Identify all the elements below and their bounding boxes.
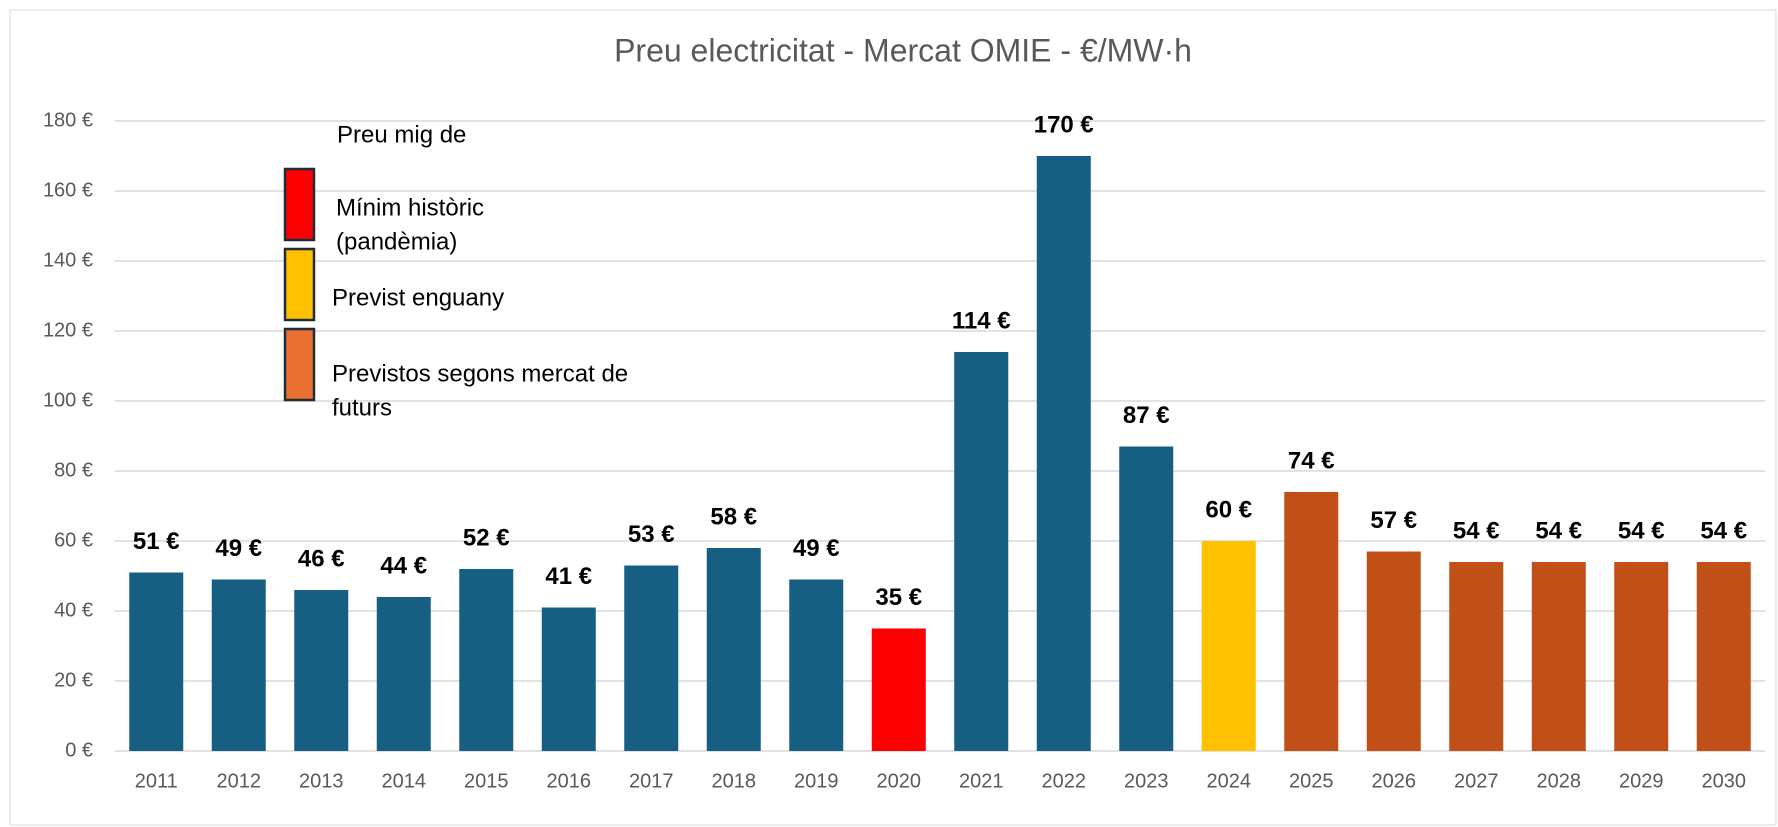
- y-tick-label: 120 €: [43, 319, 93, 341]
- y-tick-label: 140 €: [43, 249, 93, 271]
- y-tick-label: 100 €: [43, 389, 93, 411]
- data-label: 54 €: [1700, 517, 1747, 544]
- data-label: 51 €: [133, 528, 180, 555]
- x-tick-label: 2029: [1619, 770, 1664, 792]
- legend-label: Mínim històric: [336, 194, 484, 221]
- data-label: 54 €: [1453, 517, 1500, 544]
- chart-title: Preu electricitat - Mercat OMIE - €/MW·h: [614, 32, 1192, 68]
- bar: [294, 590, 349, 751]
- bar: [1201, 541, 1256, 751]
- legend-label: Previstos segons mercat de: [332, 360, 628, 387]
- bar: [1449, 562, 1504, 751]
- data-label: 54 €: [1535, 517, 1582, 544]
- y-tick-label: 0 €: [65, 739, 93, 761]
- y-tick-label: 40 €: [54, 599, 93, 621]
- y-tick-label: 60 €: [54, 529, 93, 551]
- legend-title: Preu mig de: [337, 121, 466, 148]
- data-label: 87 €: [1123, 402, 1170, 429]
- bar: [211, 579, 266, 751]
- bar: [871, 628, 926, 751]
- x-tick-label: 2020: [877, 770, 922, 792]
- x-tick-label: 2016: [547, 770, 592, 792]
- legend-label: Previst enguany: [332, 284, 504, 311]
- bar: [459, 569, 514, 751]
- x-tick-label: 2024: [1207, 770, 1252, 792]
- data-label: 49 €: [215, 535, 262, 562]
- y-tick-label: 20 €: [54, 669, 93, 691]
- x-tick-label: 2026: [1372, 770, 1417, 792]
- data-label: 54 €: [1618, 517, 1665, 544]
- legend-swatch: [283, 167, 316, 242]
- legend-label: (pandèmia): [336, 228, 457, 255]
- data-label: 57 €: [1370, 507, 1417, 534]
- data-label: 49 €: [793, 535, 840, 562]
- bar: [789, 579, 844, 751]
- x-tick-label: 2017: [629, 770, 674, 792]
- x-tick-label: 2014: [382, 770, 427, 792]
- legend-swatch: [283, 247, 316, 322]
- data-label: 74 €: [1288, 447, 1335, 474]
- x-tick-label: 2022: [1042, 770, 1087, 792]
- bar: [954, 352, 1009, 751]
- bar: [1696, 562, 1751, 751]
- bar: [1036, 156, 1091, 751]
- legend-label: futurs: [332, 394, 392, 421]
- y-tick-label: 180 €: [43, 109, 93, 131]
- data-label: 53 €: [628, 521, 675, 548]
- x-tick-label: 2013: [299, 770, 344, 792]
- bar: [129, 572, 184, 751]
- data-label: 41 €: [545, 563, 592, 590]
- x-tick-label: 2012: [217, 770, 262, 792]
- x-tick-label: 2030: [1702, 770, 1747, 792]
- legend-swatch: [283, 327, 316, 402]
- x-tick-label: 2023: [1124, 770, 1169, 792]
- x-tick-label: 2025: [1289, 770, 1334, 792]
- bar: [1531, 562, 1586, 751]
- x-tick-label: 2018: [712, 770, 757, 792]
- data-label: 170 €: [1034, 111, 1094, 138]
- bar: [706, 548, 761, 751]
- bar: [376, 597, 431, 751]
- bar: [541, 607, 596, 751]
- data-label: 46 €: [298, 545, 345, 572]
- bar: [1119, 446, 1174, 751]
- data-label: 52 €: [463, 524, 510, 551]
- y-tick-label: 80 €: [54, 459, 93, 481]
- x-tick-label: 2011: [135, 770, 178, 792]
- x-tick-label: 2028: [1537, 770, 1582, 792]
- x-tick-label: 2015: [464, 770, 509, 792]
- bar: [624, 565, 679, 751]
- y-tick-label: 160 €: [43, 179, 93, 201]
- data-label: 58 €: [710, 503, 757, 530]
- bar: [1614, 562, 1669, 751]
- bar: [1284, 492, 1339, 751]
- x-tick-label: 2019: [794, 770, 839, 792]
- data-label: 44 €: [380, 552, 427, 579]
- data-label: 60 €: [1205, 496, 1252, 523]
- bar: [1366, 551, 1421, 751]
- data-label: 35 €: [875, 584, 922, 611]
- data-label: 114 €: [952, 307, 1011, 334]
- x-tick-label: 2021: [959, 770, 1004, 792]
- x-tick-label: 2027: [1454, 770, 1499, 792]
